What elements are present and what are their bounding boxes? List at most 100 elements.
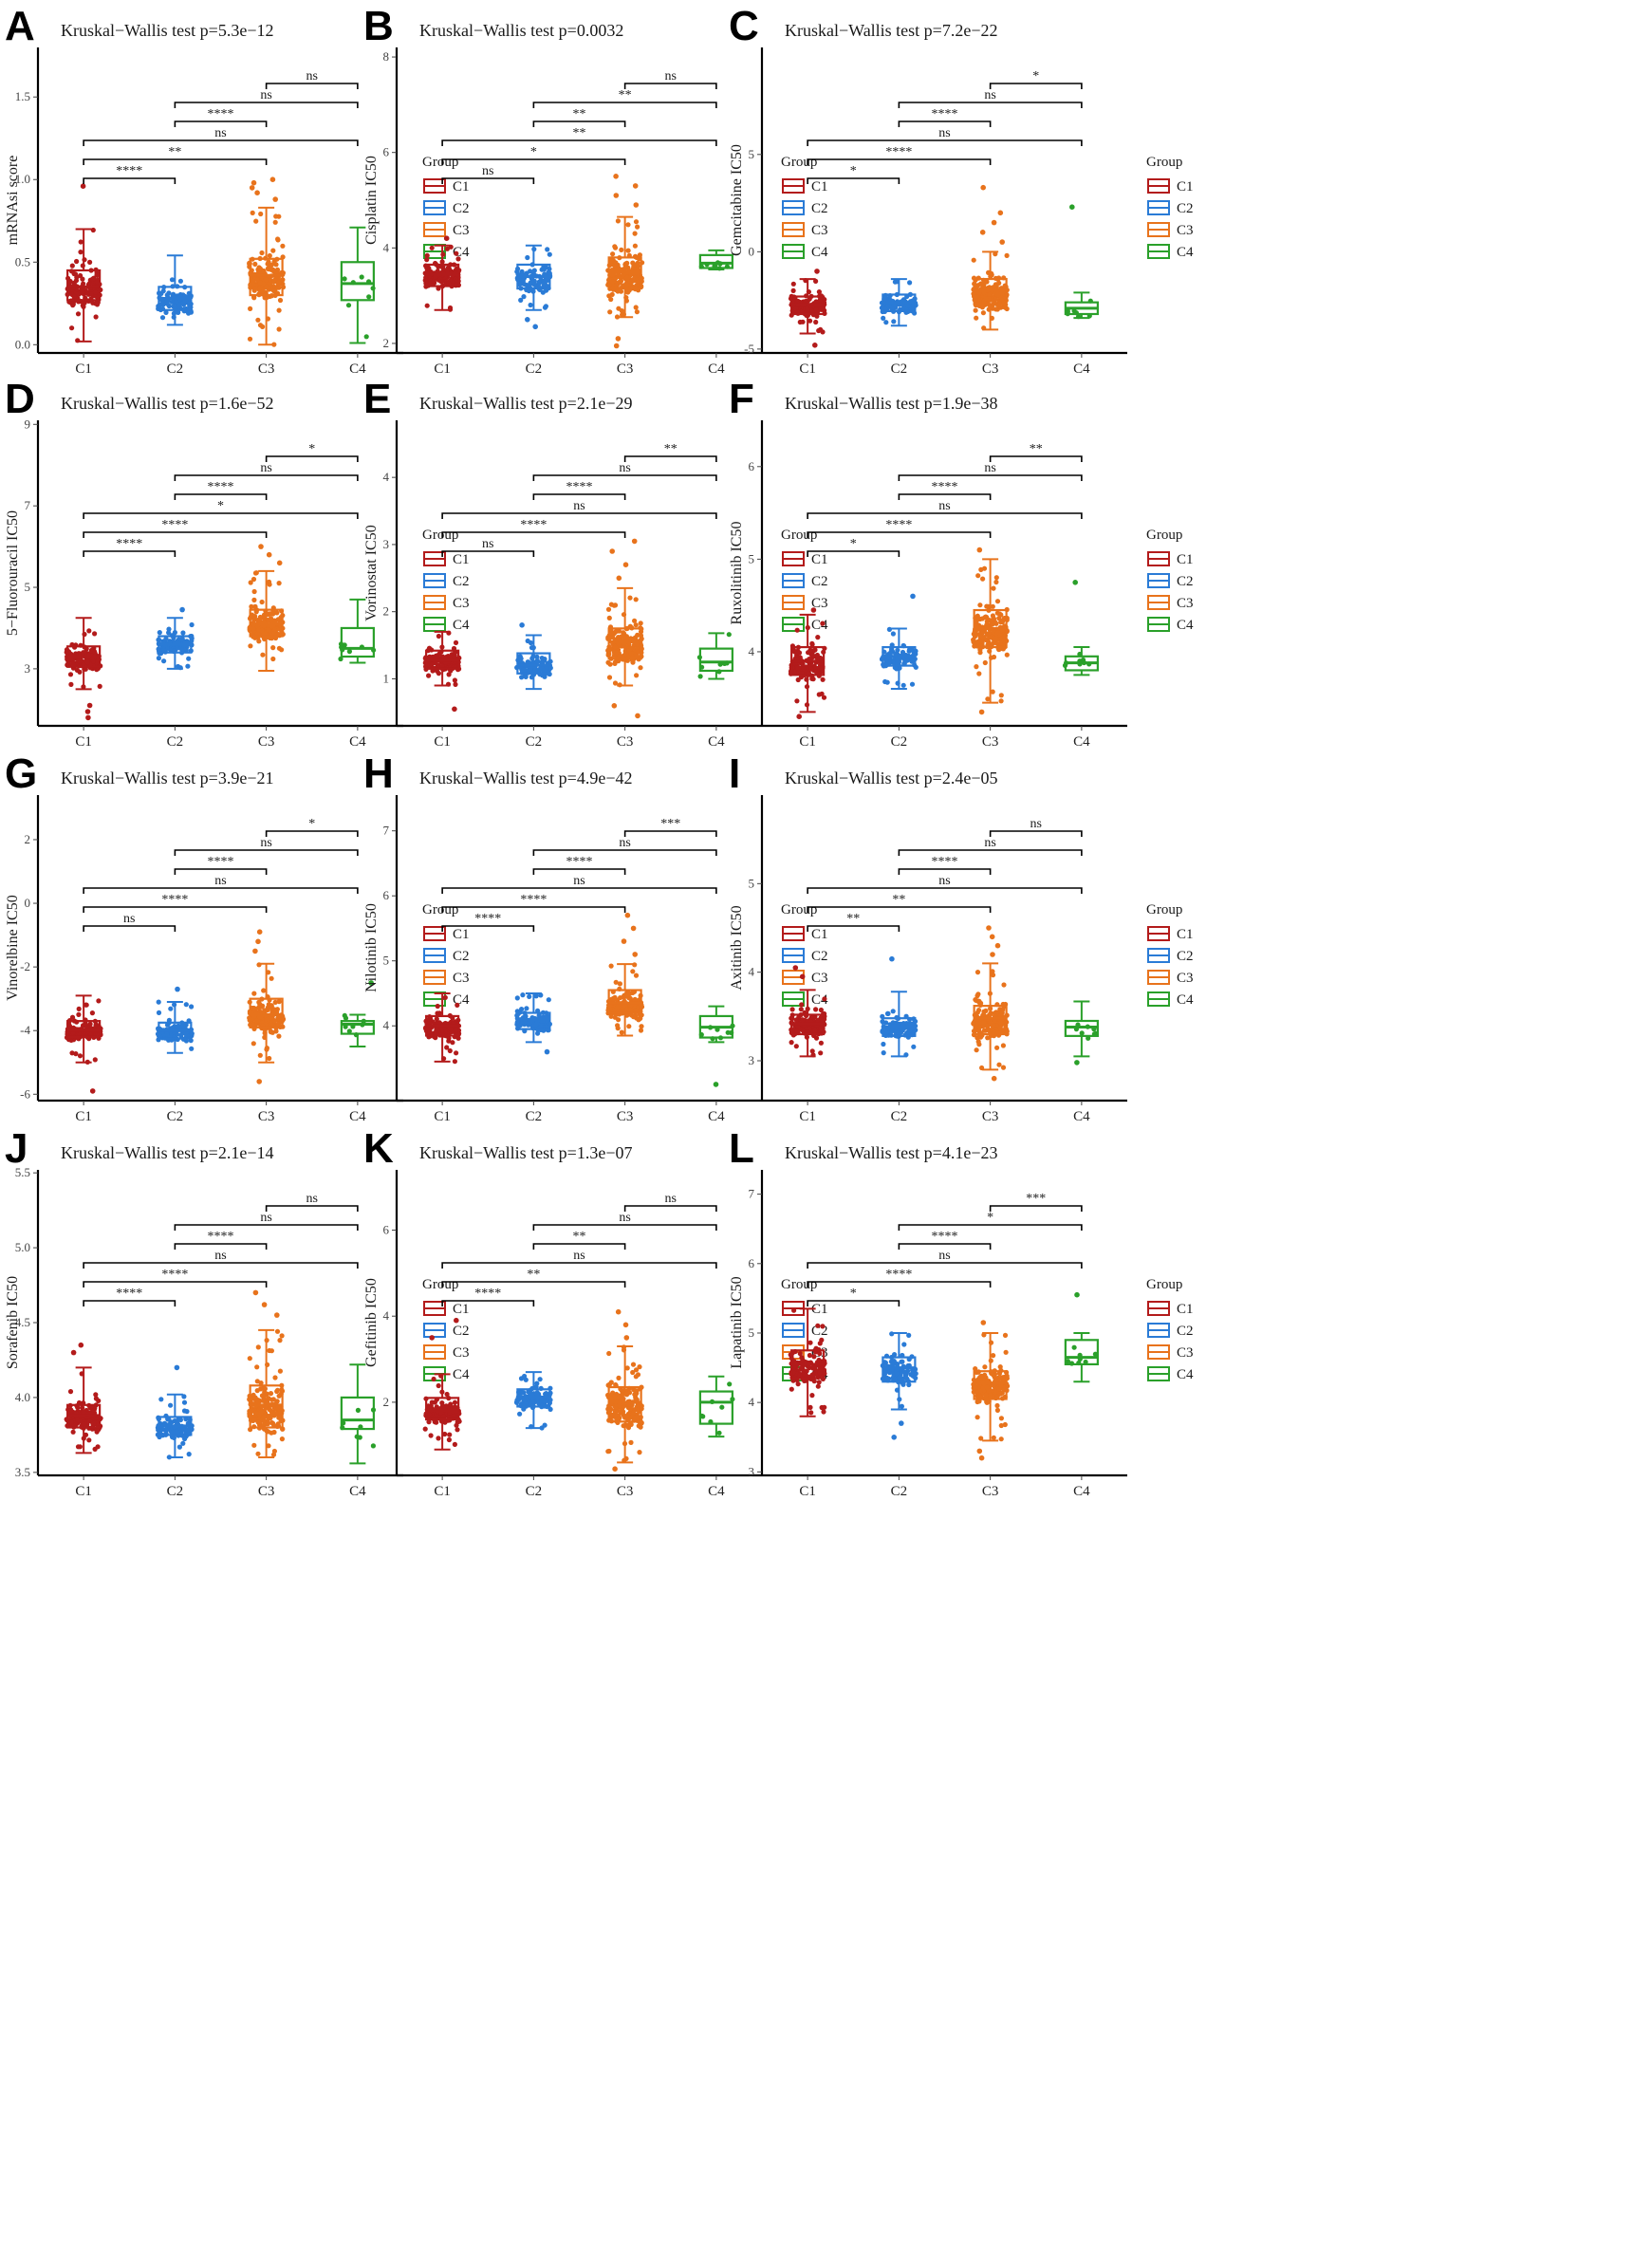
data-point: [78, 239, 84, 245]
significance-label: **: [664, 442, 678, 456]
data-point: [891, 319, 897, 324]
data-point: [429, 245, 435, 250]
data-point: [168, 1006, 174, 1011]
comparison-C1-C2: ns: [441, 537, 535, 557]
data-point: [633, 305, 639, 310]
data-point: [266, 579, 272, 585]
data-point: [612, 680, 619, 686]
data-point: [75, 1405, 81, 1411]
data-point: [609, 279, 615, 285]
y-tick-label: -5: [744, 342, 754, 356]
legend-item-C3: C3: [423, 970, 470, 986]
y-tick-label: 2: [383, 336, 390, 350]
data-point: [990, 973, 996, 978]
box-C2: [879, 278, 919, 327]
data-point: [342, 1012, 347, 1018]
data-point: [435, 1028, 440, 1033]
box-C4: [340, 226, 376, 344]
data-point: [975, 1039, 981, 1045]
iqr-box: [340, 1020, 375, 1035]
outlier-point: [269, 176, 276, 182]
iqr-box: [249, 257, 284, 297]
legend-label: C3: [1177, 223, 1194, 238]
comparison-C1-C3: **: [807, 893, 992, 913]
data-point: [1004, 652, 1010, 658]
data-point: [895, 659, 900, 665]
data-point: [612, 244, 618, 250]
y-axis-label: Cisplatin IC50: [363, 156, 380, 245]
data-point: [633, 219, 640, 225]
data-point: [994, 1045, 1000, 1050]
x-tick-label: C4: [349, 734, 366, 750]
legend-label: C1: [811, 179, 828, 195]
panel-letter: I: [729, 750, 740, 797]
x-tick-label: C3: [617, 1109, 634, 1124]
data-point: [988, 1011, 993, 1017]
significance-bracket: [532, 868, 626, 875]
data-point: [974, 639, 980, 645]
data-point: [1080, 657, 1086, 663]
data-point: [993, 636, 998, 642]
data-point: [158, 1397, 164, 1402]
data-point: [977, 1034, 984, 1040]
significance-label: ns: [573, 874, 585, 888]
data-point: [346, 1028, 352, 1034]
comparison-C2-C4: ns: [898, 836, 1083, 856]
legend-item-C2: C2: [782, 573, 828, 589]
legend-title: Group: [1146, 528, 1182, 543]
data-point: [981, 1020, 987, 1026]
significance-bracket: [174, 868, 268, 875]
data-point: [636, 649, 641, 655]
comparison-C2-C3: ****: [174, 480, 268, 500]
significance-label: **: [168, 145, 181, 159]
significance-bracket: [83, 887, 359, 894]
data-point: [794, 627, 800, 633]
y-tick-label: 5: [749, 147, 755, 161]
box-C2: [155, 986, 195, 1054]
data-point: [638, 665, 643, 671]
data-point: [987, 1028, 993, 1034]
box-C1: [65, 183, 103, 343]
outlier-point: [979, 230, 986, 235]
data-point: [524, 1006, 529, 1011]
data-point: [619, 247, 624, 252]
box-C1: [422, 991, 462, 1065]
legend-item-C3: C3: [782, 970, 828, 986]
box-C4: [698, 1005, 735, 1087]
data-point: [813, 307, 819, 313]
data-point: [630, 659, 636, 665]
data-point: [909, 658, 915, 664]
data-point: [185, 663, 191, 669]
comparison-C2-C4: ns: [532, 836, 717, 856]
data-point: [525, 659, 530, 665]
significance-bracket: [898, 849, 1083, 856]
data-point: [725, 1029, 731, 1035]
data-point: [813, 319, 819, 325]
data-point: [271, 288, 277, 294]
box-C2: [879, 593, 919, 690]
significance-bracket: [532, 120, 626, 127]
data-point: [993, 579, 999, 585]
data-point: [455, 1035, 461, 1041]
data-point: [266, 1016, 271, 1022]
data-point: [822, 996, 827, 1002]
data-point: [519, 1007, 525, 1012]
data-point: [177, 1417, 183, 1423]
data-point: [533, 1021, 539, 1028]
data-point: [800, 1017, 806, 1023]
data-point: [546, 997, 551, 1003]
data-point: [268, 281, 273, 287]
legend-item-C4: C4: [423, 617, 470, 633]
y-tick-label: -2: [20, 959, 30, 973]
significance-bracket: [898, 102, 1083, 108]
significance-bracket: [441, 550, 535, 557]
outlier-point: [980, 184, 986, 191]
data-point: [1004, 306, 1010, 312]
data-point: [530, 654, 536, 659]
data-point: [535, 1030, 541, 1036]
box-C2: [514, 622, 553, 691]
data-point: [633, 597, 639, 602]
data-point: [789, 1040, 794, 1046]
data-point: [166, 303, 172, 309]
panel-H: H Kruskal−Wallis test p=4.9e−424567Niloti…: [363, 750, 828, 1124]
